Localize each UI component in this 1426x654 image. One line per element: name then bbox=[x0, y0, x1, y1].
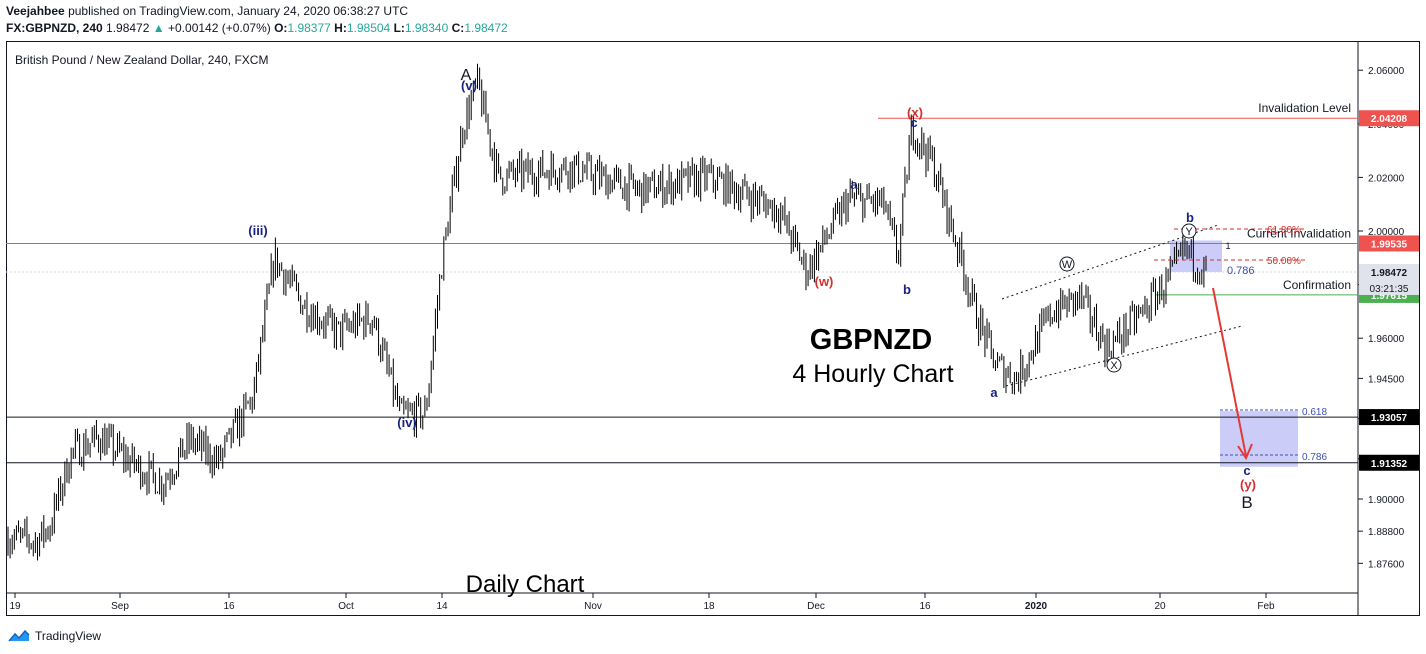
instrument-legend: British Pound / New Zealand Dollar, 240,… bbox=[15, 53, 268, 67]
chart-title: GBPNZD bbox=[810, 324, 932, 356]
y-tick-label: 1.96000 bbox=[1368, 334, 1405, 345]
level-price-text: 2.04208 bbox=[1371, 114, 1408, 125]
chart-border bbox=[6, 41, 1420, 616]
countdown-text: 03:21:35 bbox=[1370, 284, 1409, 295]
wave-label: c bbox=[1243, 463, 1250, 478]
wave-label: b bbox=[1186, 210, 1194, 225]
x-tick-label: 18 bbox=[703, 601, 715, 612]
fib-50-label: 50.00% bbox=[1267, 256, 1301, 267]
wave-label: a bbox=[850, 177, 858, 192]
arrow-head-icon bbox=[1237, 443, 1253, 461]
x-tick-label: 16 bbox=[223, 601, 235, 612]
x-tick-label: Sep bbox=[111, 601, 129, 612]
level-name: Current Invalidation bbox=[1247, 226, 1351, 240]
level-price-text: 1.97615 bbox=[1371, 291, 1408, 302]
fib-618-label: 61.80% bbox=[1267, 225, 1301, 236]
target-zone-box bbox=[1220, 411, 1298, 467]
y-tick-label: 1.94500 bbox=[1368, 374, 1405, 385]
target-786-label: 0.786 bbox=[1302, 452, 1327, 463]
publish-line: Veejahbee published on TradingView.com, … bbox=[6, 4, 408, 18]
open-label: O: bbox=[274, 21, 288, 35]
y-tick-label: 2.02000 bbox=[1368, 173, 1405, 184]
wave-label: Y bbox=[1185, 226, 1193, 238]
wave-label: (iii) bbox=[248, 223, 268, 238]
high-value: 1.98504 bbox=[346, 21, 391, 35]
wave-label: b bbox=[903, 282, 911, 297]
x-tick-label: Oct bbox=[338, 601, 354, 612]
countdown-badge bbox=[1359, 279, 1419, 295]
time-axis[interactable]: 19 Sep 16 Oct 14 Nov 18 Dec 16 2020 20 Feb bbox=[9, 593, 1275, 612]
price-chart[interactable]: 2.060002.040002.020002.000001.980001.960… bbox=[6, 41, 1420, 616]
low-value: 1.98340 bbox=[404, 21, 449, 35]
channel-upper-line bbox=[1001, 224, 1219, 300]
wave-label: (iv) bbox=[397, 415, 417, 430]
wave-circle bbox=[1106, 357, 1122, 373]
fib-786-label: 0.786 bbox=[1227, 265, 1255, 277]
x-tick-label: 20 bbox=[1154, 601, 1166, 612]
tradingview-footer[interactable]: TradingView bbox=[8, 626, 101, 646]
low-label: L: bbox=[393, 21, 405, 35]
close-value: 1.98472 bbox=[464, 21, 508, 35]
wave-label: A bbox=[461, 67, 472, 84]
y-tick-label: 1.90000 bbox=[1368, 495, 1405, 506]
high-label: H: bbox=[334, 21, 347, 35]
wave-label: (w) bbox=[815, 274, 834, 289]
x-tick-label: Nov bbox=[584, 601, 602, 612]
wave-label: (x) bbox=[907, 105, 923, 120]
author-name[interactable]: Veejahbee bbox=[6, 4, 65, 18]
level-name: Invalidation Level bbox=[1258, 101, 1351, 115]
symbol-label: FX:GBPNZD, 240 bbox=[6, 21, 103, 35]
wave-circle bbox=[1181, 223, 1197, 239]
level-price-text: 1.98472 bbox=[1371, 268, 1408, 279]
horizontal-levels: 2.04208 Invalidation Level 1.99535 Current … bbox=[6, 101, 1419, 471]
x-tick-label: 19 bbox=[9, 601, 21, 612]
chart-subtitle: 4 Hourly Chart bbox=[792, 360, 953, 388]
level-price-badge bbox=[1359, 235, 1419, 252]
wave-label: (y) bbox=[1240, 477, 1256, 492]
y-tick-label: 2.00000 bbox=[1368, 227, 1405, 238]
wave-label: 1 bbox=[1225, 241, 1230, 251]
level-price-badge bbox=[1359, 409, 1419, 426]
tradingview-logo-icon bbox=[8, 629, 30, 642]
brand-name: TradingView bbox=[35, 629, 102, 643]
level-price-text: 1.91352 bbox=[1371, 459, 1408, 470]
level-price-badge bbox=[1359, 110, 1419, 127]
daily-chart-label: Daily Chart bbox=[466, 571, 585, 598]
price-change: +0.00142 (+0.07%) bbox=[168, 21, 271, 35]
projection-arrow bbox=[1212, 287, 1247, 457]
wave-label: W bbox=[1062, 259, 1073, 271]
publish-text: published on TradingView.com, January 24… bbox=[68, 4, 409, 18]
y-tick-label: 1.88800 bbox=[1368, 527, 1405, 538]
x-tick-label: 14 bbox=[436, 601, 448, 612]
drawing-overlays: 61.80% 50.00% 0.786 0.618 0.786 A(v) (iii) (iv)… bbox=[248, 67, 1327, 512]
level-price-badge bbox=[1359, 263, 1419, 280]
x-tick-label: Feb bbox=[1257, 601, 1275, 612]
up-arrow-icon: ▲ bbox=[152, 21, 165, 35]
ohlc-line: FX:GBPNZD, 240 1.98472 ▲ +0.00142 (+0.07… bbox=[6, 21, 508, 35]
wave-label: (v) bbox=[461, 78, 477, 93]
level-name: Confirmation bbox=[1283, 278, 1351, 292]
level-price-badge bbox=[1359, 454, 1419, 471]
close-label: C: bbox=[451, 21, 465, 35]
wave-label: X bbox=[1110, 360, 1118, 372]
target-zones bbox=[1170, 240, 1298, 467]
wave-label: B bbox=[1241, 493, 1252, 512]
level-price-text: 1.93057 bbox=[1371, 413, 1408, 424]
open-value: 1.98377 bbox=[287, 21, 331, 35]
y-tick-label: 2.06000 bbox=[1368, 66, 1405, 77]
wave-label: a bbox=[990, 385, 998, 400]
chart-frame[interactable]: 2.060002.040002.020002.000001.980001.960… bbox=[6, 41, 1420, 616]
x-tick-label: 16 bbox=[919, 601, 931, 612]
level-price-text: 1.99535 bbox=[1371, 239, 1408, 250]
target-618-label: 0.618 bbox=[1302, 407, 1327, 418]
last-price: 1.98472 bbox=[106, 21, 150, 35]
x-tick-label: Dec bbox=[807, 601, 825, 612]
price-candles bbox=[7, 63, 1207, 561]
channel-lower-line bbox=[1005, 325, 1243, 387]
x-tick-label: 2020 bbox=[1025, 601, 1048, 612]
wave-circle bbox=[1059, 256, 1075, 272]
y-tick-label: 1.87600 bbox=[1368, 559, 1405, 570]
wave-label: c bbox=[910, 115, 917, 130]
retrace-zone-box bbox=[1170, 240, 1222, 272]
